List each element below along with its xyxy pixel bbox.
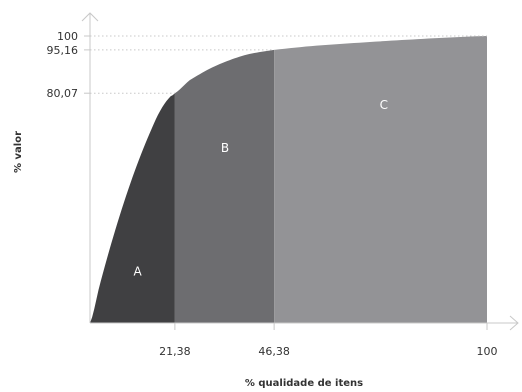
region-label-c: C (380, 98, 388, 112)
region-c-area (274, 36, 487, 323)
region-label-b: B (221, 141, 229, 155)
x-tick-label: 21,38 (159, 345, 191, 358)
y-axis-title: % valor (13, 131, 24, 173)
x-axis-title: % qualidade de itens (245, 378, 363, 389)
reference-lines (90, 35, 487, 94)
region-labels: A B C (134, 98, 388, 278)
region-a-area (90, 93, 175, 323)
y-tick-label: 100 (57, 30, 78, 43)
y-tick-label: 80,07 (47, 87, 79, 100)
x-tick-label: 100 (477, 345, 498, 358)
regions-layer (90, 36, 487, 323)
region-label-a: A (134, 264, 143, 278)
x-tick-label: 46,38 (258, 345, 290, 358)
x-axis-arrow (509, 315, 519, 331)
y-axis-arrow (81, 12, 99, 22)
y-tick-label: 95,16 (47, 44, 79, 57)
region-b-area (174, 49, 275, 323)
axes (81, 12, 519, 331)
